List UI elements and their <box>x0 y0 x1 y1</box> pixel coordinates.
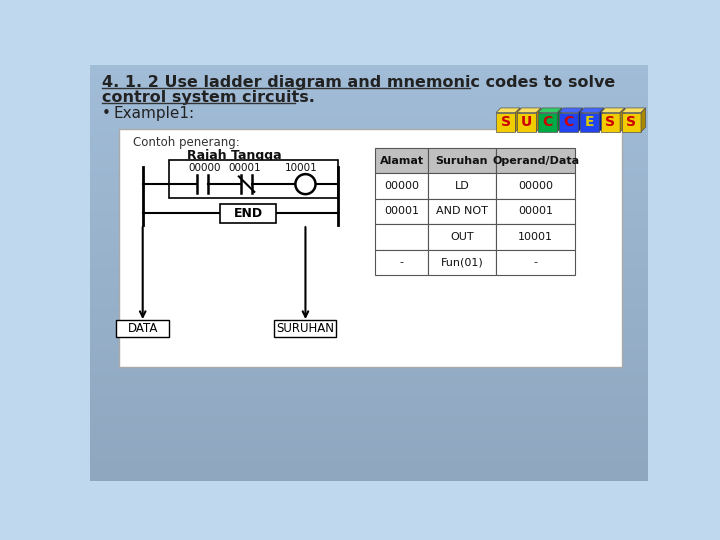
FancyBboxPatch shape <box>428 199 496 224</box>
FancyBboxPatch shape <box>375 148 428 173</box>
Text: SURUHAN: SURUHAN <box>276 322 335 335</box>
FancyBboxPatch shape <box>428 173 496 199</box>
Text: Contoh penerang:: Contoh penerang: <box>132 137 239 150</box>
FancyBboxPatch shape <box>169 159 338 198</box>
Text: Rajah Tangga: Rajah Tangga <box>187 150 282 163</box>
Text: 10001: 10001 <box>518 232 553 242</box>
FancyBboxPatch shape <box>600 112 620 132</box>
FancyBboxPatch shape <box>220 204 276 222</box>
Text: 10001: 10001 <box>285 163 318 173</box>
Text: C: C <box>542 115 553 129</box>
FancyBboxPatch shape <box>375 199 428 224</box>
Text: 00001: 00001 <box>384 206 419 217</box>
Text: Alamat: Alamat <box>379 156 423 166</box>
Text: DATA: DATA <box>127 322 158 335</box>
FancyBboxPatch shape <box>428 148 496 173</box>
FancyBboxPatch shape <box>496 199 575 224</box>
FancyBboxPatch shape <box>117 320 169 338</box>
FancyBboxPatch shape <box>496 249 575 275</box>
Text: Example1:: Example1: <box>113 106 194 120</box>
Text: E: E <box>585 115 594 129</box>
Polygon shape <box>557 108 562 132</box>
Text: control system circuits.: control system circuits. <box>102 90 315 105</box>
FancyBboxPatch shape <box>621 112 641 132</box>
FancyBboxPatch shape <box>496 112 516 132</box>
Text: S: S <box>626 115 636 129</box>
Text: 00000: 00000 <box>384 181 419 191</box>
FancyBboxPatch shape <box>496 224 575 249</box>
Polygon shape <box>538 108 562 112</box>
FancyBboxPatch shape <box>375 173 428 199</box>
Text: S: S <box>501 115 510 129</box>
Polygon shape <box>517 108 541 112</box>
Polygon shape <box>580 108 604 112</box>
FancyBboxPatch shape <box>496 148 575 173</box>
Text: •: • <box>102 106 110 120</box>
Text: 00000: 00000 <box>518 181 553 191</box>
FancyBboxPatch shape <box>559 112 578 132</box>
Polygon shape <box>599 108 604 132</box>
FancyBboxPatch shape <box>538 112 557 132</box>
Text: U: U <box>521 115 532 129</box>
Polygon shape <box>578 108 583 132</box>
Text: C: C <box>564 115 574 129</box>
Text: LD: LD <box>454 181 469 191</box>
Polygon shape <box>536 108 541 132</box>
Polygon shape <box>600 108 625 112</box>
FancyBboxPatch shape <box>580 112 599 132</box>
Polygon shape <box>516 108 520 132</box>
Text: Fun(01): Fun(01) <box>441 257 483 267</box>
Polygon shape <box>641 108 646 132</box>
FancyBboxPatch shape <box>496 173 575 199</box>
Polygon shape <box>620 108 625 132</box>
Polygon shape <box>496 108 520 112</box>
FancyBboxPatch shape <box>428 249 496 275</box>
FancyBboxPatch shape <box>375 224 428 249</box>
FancyBboxPatch shape <box>120 130 621 367</box>
Text: Operand/Data: Operand/Data <box>492 156 579 166</box>
Text: -: - <box>400 257 403 267</box>
Text: 00001: 00001 <box>229 163 261 173</box>
Text: 4. 1. 2 Use ladder diagram and mnemonic codes to solve: 4. 1. 2 Use ladder diagram and mnemonic … <box>102 75 615 90</box>
Text: -: - <box>534 257 538 267</box>
Text: 00000: 00000 <box>189 163 221 173</box>
Text: END: END <box>233 207 263 220</box>
FancyBboxPatch shape <box>428 224 496 249</box>
Polygon shape <box>621 108 646 112</box>
Polygon shape <box>559 108 583 112</box>
FancyBboxPatch shape <box>517 112 536 132</box>
Text: 00001: 00001 <box>518 206 553 217</box>
FancyBboxPatch shape <box>375 249 428 275</box>
Text: AND NOT: AND NOT <box>436 206 488 217</box>
Text: OUT: OUT <box>450 232 474 242</box>
Text: S: S <box>606 115 616 129</box>
FancyBboxPatch shape <box>274 320 336 338</box>
Text: Suruhan: Suruhan <box>436 156 488 166</box>
